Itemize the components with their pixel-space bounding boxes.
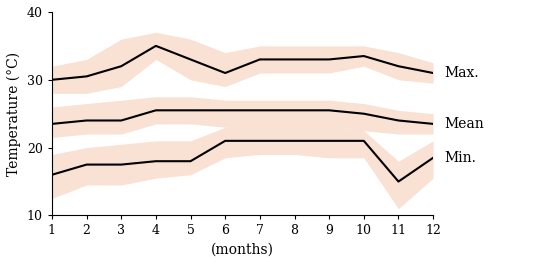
X-axis label: (months): (months) (211, 243, 274, 257)
Text: Max.: Max. (444, 66, 479, 80)
Y-axis label: Temperature (°C): Temperature (°C) (7, 52, 21, 176)
Text: Mean: Mean (444, 117, 484, 131)
Text: Min.: Min. (444, 151, 476, 165)
